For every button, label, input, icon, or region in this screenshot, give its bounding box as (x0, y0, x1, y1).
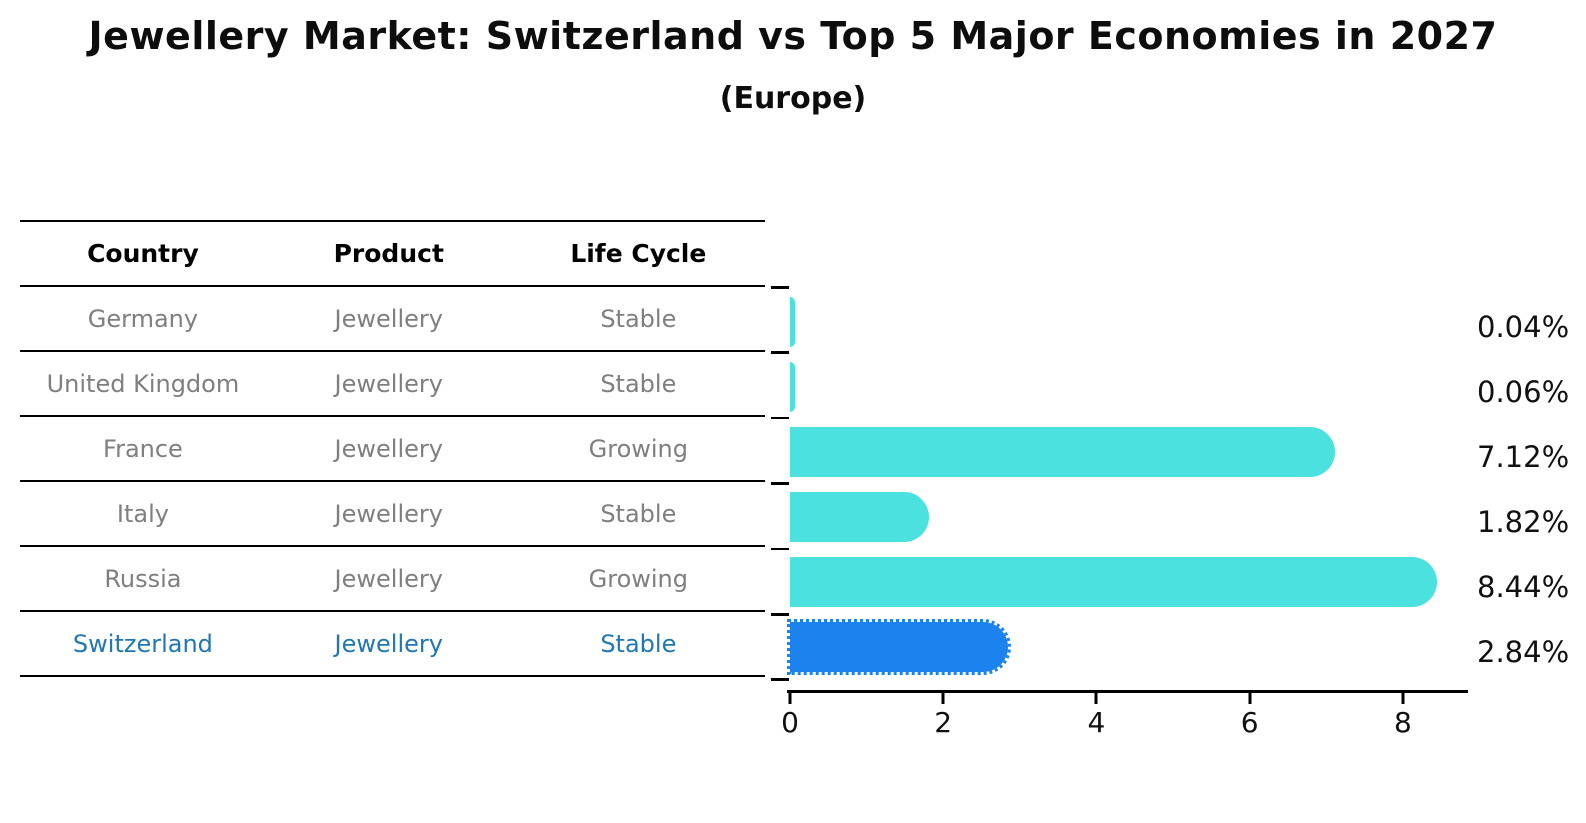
bar-value-label-switzerland: 2.84% (1477, 634, 1570, 669)
bar-value-label-united-kingdom: 0.06% (1477, 374, 1570, 409)
y-tick-mark (771, 286, 789, 289)
table-row-united-kingdom: United Kingdom Jewellery Stable (20, 352, 765, 417)
bar-row-united-kingdom (790, 355, 1468, 420)
bar-chart (787, 290, 1468, 680)
x-tick-label: 2 (934, 706, 953, 739)
product-cell: Jewellery (334, 564, 443, 593)
bar-row-italy (790, 485, 1468, 550)
chart-subtitle: (Europe) (719, 81, 867, 116)
country-cell: United Kingdom (46, 369, 240, 398)
bar-russia (790, 557, 1437, 607)
table-header-country: Country (87, 239, 199, 268)
x-tick-mark (1401, 693, 1405, 704)
bar-value-label-germany: 0.04% (1477, 309, 1570, 344)
x-axis-line (787, 690, 1468, 693)
bar-row-france (790, 420, 1468, 485)
country-cell: Germany (87, 304, 199, 333)
x-tick-mark (941, 693, 945, 704)
country-cell: Switzerland (72, 629, 213, 658)
bar-france (790, 427, 1336, 477)
country-cell: Italy (116, 499, 169, 528)
y-tick-mark (771, 351, 789, 354)
bar-germany (790, 297, 795, 347)
table-header-row: Country Product Life Cycle (20, 220, 765, 287)
country-cell: France (103, 434, 183, 463)
table-row-switzerland: Switzerland Jewellery Stable (20, 612, 765, 677)
bar-united-kingdom (790, 362, 795, 412)
x-tick-label: 6 (1240, 706, 1259, 739)
x-tick-mark (1094, 693, 1098, 704)
table-header-product: Product (333, 239, 444, 268)
bar-value-labels: 0.04% 0.06% 7.12% 1.82% 8.44% 2.84% (1477, 294, 1586, 684)
x-tick-mark (1248, 693, 1252, 704)
y-tick-mark (771, 613, 789, 616)
lifecycle-cell: Stable (600, 629, 677, 658)
table-row-russia: Russia Jewellery Growing (20, 547, 765, 612)
y-tick-mark (771, 416, 789, 420)
bar-value-label-italy: 1.82% (1477, 504, 1570, 539)
product-cell: Jewellery (334, 434, 443, 463)
lifecycle-cell: Stable (600, 369, 677, 398)
x-tick-label: 4 (1087, 706, 1106, 739)
y-tick-mark (771, 482, 789, 485)
table-row-germany: Germany Jewellery Stable (20, 287, 765, 352)
y-tick-mark (771, 678, 789, 681)
product-cell: Jewellery (334, 304, 443, 333)
lifecycle-cell: Stable (600, 304, 677, 333)
chart-title: Jewellery Market: Switzerland vs Top 5 M… (88, 14, 1498, 58)
bar-value-label-russia: 8.44% (1477, 569, 1570, 604)
bar-row-russia (790, 550, 1468, 615)
x-tick-label: 8 (1393, 706, 1412, 739)
lifecycle-cell: Growing (588, 434, 689, 463)
bar-value-label-france: 7.12% (1477, 439, 1570, 474)
bar-switzerland (787, 619, 1011, 675)
table-body: Germany Jewellery Stable United Kingdom Jewe… (20, 287, 765, 677)
y-tick-mark (771, 547, 789, 551)
table-header-lifecycle: Life Cycle (570, 239, 707, 268)
lifecycle-cell: Growing (588, 564, 689, 593)
x-tick-label: 0 (781, 706, 799, 739)
product-cell: Jewellery (334, 369, 443, 398)
country-cell: Russia (104, 564, 182, 593)
product-cell: Jewellery (334, 499, 443, 528)
product-cell: Jewellery (334, 629, 443, 658)
country-table: Country Product Life Cycle Germany Jewell… (20, 220, 765, 677)
x-axis-ticks: 0 2 4 6 8 (781, 690, 1468, 750)
bar-row-switzerland (787, 615, 1468, 680)
table-row-italy: Italy Jewellery Stable (20, 482, 765, 547)
x-tick-mark (788, 693, 792, 704)
table-row-france: France Jewellery Growing (20, 417, 765, 482)
bar-row-germany (790, 290, 1468, 355)
lifecycle-cell: Stable (600, 499, 677, 528)
bar-italy (790, 492, 930, 542)
